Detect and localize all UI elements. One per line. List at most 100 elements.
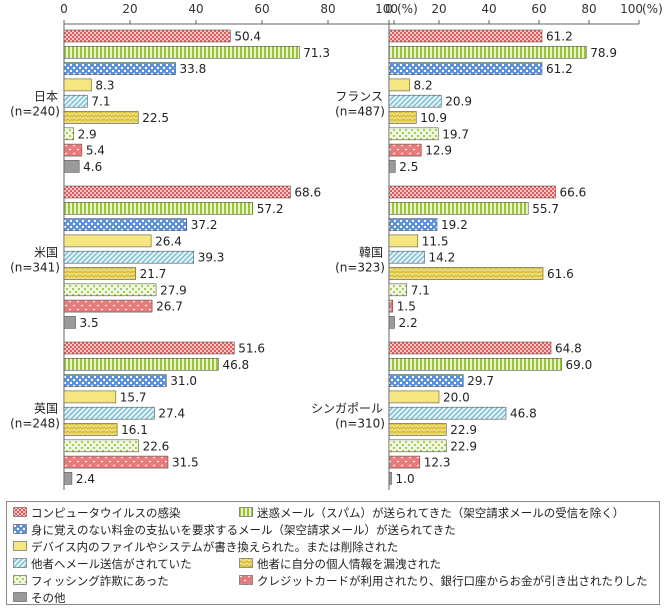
data-label: 69.0 [566, 358, 593, 372]
legend-label: その他 [31, 591, 66, 605]
country-label: フランス [335, 89, 383, 103]
legend-swatch [13, 592, 27, 602]
country-label: 米国 [34, 245, 58, 259]
bar-phishing [388, 439, 447, 453]
group-英国: 英国(n=248) 51.6 46.8 31.0 15.7 27.4 16.1 22.631.… [10, 342, 265, 486]
data-label: 26.7 [156, 300, 183, 314]
bar-device [388, 390, 440, 404]
bar-billing [388, 374, 464, 387]
bar-phishing [388, 283, 408, 297]
bar-spam [63, 45, 300, 59]
bar-other [63, 160, 80, 173]
legend-swatch [13, 507, 27, 517]
bar-other [388, 316, 395, 329]
bar-leak [388, 111, 417, 124]
legend-swatch [239, 575, 253, 585]
data-label: 50.4 [234, 30, 261, 44]
data-label: 46.8 [510, 407, 537, 421]
data-label: 14.2 [429, 251, 456, 265]
bar-leak [63, 111, 139, 124]
group-日本: 日本(n=240) 50.4 71.3 33.8 8.3 7.1 22.5 2.9 5.4 4.6 [10, 30, 330, 174]
bar-virus [388, 341, 552, 355]
data-label: 20.9 [445, 95, 472, 109]
data-label: 8.3 [95, 78, 114, 92]
country-label: シンガポール [311, 401, 383, 415]
bar-sent [388, 406, 507, 420]
bar-billing [63, 62, 176, 75]
data-label: 22.5 [142, 111, 169, 125]
bar-card [388, 455, 421, 469]
legend-label: 迷惑メール（スパム）が送られてきた（架空請求メールの受信を除く） [257, 506, 625, 520]
tick-label: 20 [122, 2, 137, 16]
data-label: 20.0 [443, 390, 470, 404]
data-label: 51.6 [238, 342, 265, 356]
bar-virus [63, 185, 291, 199]
data-label: 12.9 [425, 144, 452, 158]
legend-label: クレジットカードが利用されたり、銀行口座からお金が引き出されたりした [257, 574, 648, 588]
country-label: 韓国 [359, 245, 383, 259]
tick-label: 100 [620, 2, 643, 16]
data-label: 68.6 [294, 186, 321, 200]
tick-label: 40 [188, 2, 203, 16]
bar-virus [388, 185, 556, 199]
data-label: 64.8 [555, 342, 582, 356]
data-label: 1.5 [397, 300, 416, 314]
group-韓国: 韓国(n=323) 66.655.7 19.2 11.5 14.2 61.6 7.1 1.5 2… [335, 186, 586, 330]
tick-label: 60 [531, 2, 546, 16]
bar-other [63, 472, 73, 485]
bar-phishing [63, 127, 74, 141]
bar-sent [388, 250, 425, 264]
bar-spam [388, 45, 587, 59]
data-label: 27.9 [160, 283, 187, 297]
bar-device [63, 390, 117, 404]
legend-label: 他者へメール送信がされていた [31, 557, 192, 571]
data-label: 27.4 [158, 407, 185, 421]
bar-virus [63, 341, 235, 355]
data-label: 1.0 [396, 472, 415, 486]
bar-billing [388, 62, 543, 75]
bar-card [63, 455, 169, 469]
tick-label: 100 [375, 2, 398, 16]
legend-swatch [13, 558, 27, 568]
tick-label: 80 [581, 2, 596, 16]
bar-leak [63, 423, 118, 436]
bar-phishing [63, 439, 139, 453]
sample-size-label: (n=248) [10, 416, 60, 430]
data-label: 61.2 [546, 62, 573, 76]
bar-other [63, 316, 76, 329]
axis-unit: (%) [642, 2, 663, 16]
sample-size-label: (n=487) [335, 104, 385, 118]
data-label: 2.5 [399, 160, 418, 174]
bar-phishing [63, 283, 157, 297]
country-label: 英国 [34, 401, 58, 415]
data-label: 29.7 [467, 374, 494, 388]
tick-label: 20 [431, 2, 446, 16]
data-label: 7.1 [411, 283, 430, 297]
bar-billing [388, 218, 438, 231]
legend-swatch [239, 507, 253, 517]
group-シンガポール: シンガポール(n=310) 64.8 69.0 29.7 20.0 46.8 22.9 22.… [311, 342, 592, 486]
data-label: 31.0 [170, 374, 197, 388]
data-label: 3.5 [80, 316, 99, 330]
bar-billing [63, 218, 188, 231]
group-米国: 米国(n=341) 68.6 57.2 37.2 26.4 39.3 21.7 27.9 26.… [10, 186, 321, 330]
bar-virus [63, 29, 231, 43]
bar-device [63, 234, 152, 248]
data-label: 26.4 [155, 234, 182, 248]
data-label: 2.4 [76, 472, 95, 486]
bar-sent [63, 250, 194, 264]
bar-virus [388, 29, 543, 43]
tick-label: 0 [60, 2, 68, 16]
tick-label: 60 [254, 2, 269, 16]
legend-swatch [239, 558, 253, 568]
data-label: 4.6 [83, 160, 102, 174]
bar-spam [388, 202, 529, 215]
bar-other [388, 472, 392, 485]
legend: コンピュータウイルスの感染 迷惑メール（スパム）が送られてきた（架空請求メールの受… [6, 501, 660, 605]
tick-label: 80 [320, 2, 335, 16]
data-label: 22.9 [450, 423, 477, 437]
bar-sent [63, 406, 155, 420]
data-label: 16.1 [121, 423, 148, 437]
data-label: 5.4 [86, 144, 105, 158]
